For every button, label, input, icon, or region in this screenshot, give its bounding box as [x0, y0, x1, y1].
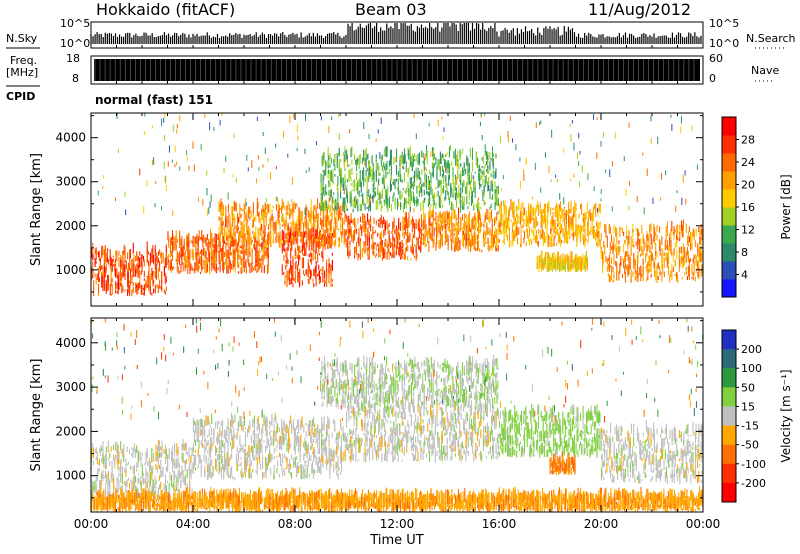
power-echoes [90, 113, 703, 297]
cpid-label: CPID [6, 90, 35, 103]
noise-panel [90, 21, 704, 49]
freq-label: Freq. [10, 54, 37, 67]
freq-panel [90, 55, 704, 85]
beam-label: Beam 03 [355, 0, 427, 19]
nsearch-label: N.Search [746, 32, 796, 45]
freq-tick-bottom: 8 [72, 72, 79, 85]
nsky-label: N.Sky [6, 32, 37, 45]
nave-tick-bottom: 0 [709, 72, 716, 85]
date-label: 11/Aug/2012 [588, 0, 691, 19]
figure-title: Hokkaido (fitACF) [96, 0, 235, 19]
noise-tick-top-right: 10^5 [709, 17, 739, 30]
noise-tick-bottom-right: 10^0 [709, 37, 739, 50]
power-panel [90, 112, 704, 307]
freq-tick-top: 18 [66, 52, 80, 65]
noise-tick-bottom-left: 10^0 [60, 37, 90, 50]
nave-tick-top: 60 [709, 52, 723, 65]
freq-unit-label: [MHz] [6, 66, 38, 79]
nave-label: Nave [751, 64, 779, 77]
noise-tick-top-left: 10^5 [60, 17, 90, 30]
cpid-value: normal (fast) 151 [95, 93, 213, 107]
